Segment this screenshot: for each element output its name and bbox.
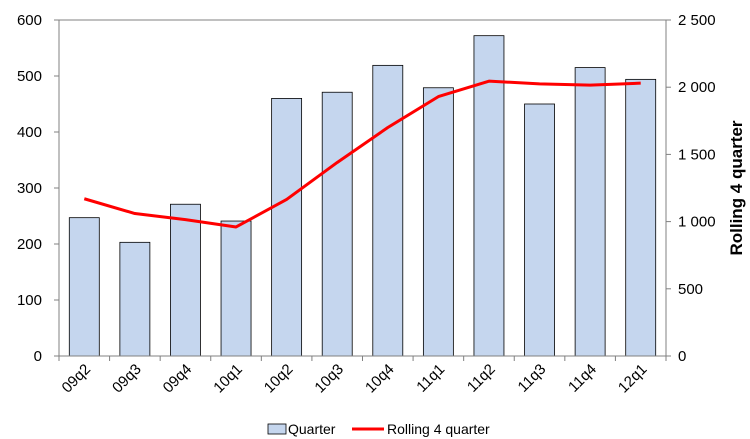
right-tick-label: 0: [678, 348, 686, 365]
legend-swatch-quarter: [267, 423, 287, 435]
x-tick-label: 11q3: [515, 361, 550, 396]
bar-09q2: [68, 217, 100, 357]
legend-label-rolling: Rolling 4 quarter: [387, 421, 490, 437]
legend: Quarter Rolling 4 quarter: [267, 421, 490, 437]
legend-label-quarter: Quarter: [288, 421, 336, 437]
left-tick-label: 0: [34, 348, 42, 365]
left-tick-label: 100: [17, 292, 42, 309]
bar-11q4: [574, 67, 606, 357]
x-tick-label: 11q4: [565, 361, 600, 396]
right-tick-label: 1 500: [678, 146, 716, 163]
bar-10q2: [271, 98, 303, 357]
right-axis-title: Rolling 4 quarter: [727, 120, 746, 255]
bar-10q4: [372, 64, 404, 357]
line-series-rolling: [83, 79, 641, 229]
x-tick-label: 10q2: [261, 361, 297, 397]
bar-11q1: [422, 87, 454, 357]
left-tick-label: 600: [17, 12, 42, 29]
x-tick-label: 12q1: [615, 361, 651, 397]
left-axis: 0 100 200 300 400 500 600: [17, 12, 59, 365]
right-tick-label: 500: [678, 281, 703, 298]
bar-10q1: [220, 220, 252, 357]
x-tick-label: 09q4: [160, 361, 196, 397]
left-tick-label: 200: [17, 236, 42, 253]
right-tick-label: 1 000: [678, 214, 716, 231]
x-tick-label: 10q4: [362, 361, 398, 397]
x-tick-label: 09q2: [58, 361, 94, 397]
bar-series-quarter: [68, 35, 657, 357]
bar-12q1: [625, 78, 657, 357]
x-axis: 09q2 09q3 09q4 10q1 10q2 10q3 10q4 11q1 11q2 11q3…: [58, 356, 667, 397]
x-tick-label: 10q1: [210, 361, 246, 397]
right-tick-label: 2 000: [678, 79, 716, 96]
bar-11q3: [524, 103, 555, 357]
right-axis: 0 500 1 000 1 500 2 000 2 500: [666, 12, 716, 365]
left-tick-label: 400: [17, 124, 42, 141]
x-tick-label: 10q3: [311, 361, 347, 397]
x-tick-label: 11q1: [413, 361, 448, 396]
x-tick-label: 11q2: [464, 361, 499, 396]
right-tick-label: 2 500: [678, 12, 716, 29]
bar-09q4: [170, 203, 201, 357]
bar-09q3: [119, 241, 151, 357]
left-tick-label: 300: [17, 180, 42, 197]
x-tick-label: 09q3: [109, 361, 145, 397]
bar-10q3: [321, 91, 353, 357]
rolling-line: [83, 79, 641, 229]
left-tick-label: 500: [17, 68, 42, 85]
